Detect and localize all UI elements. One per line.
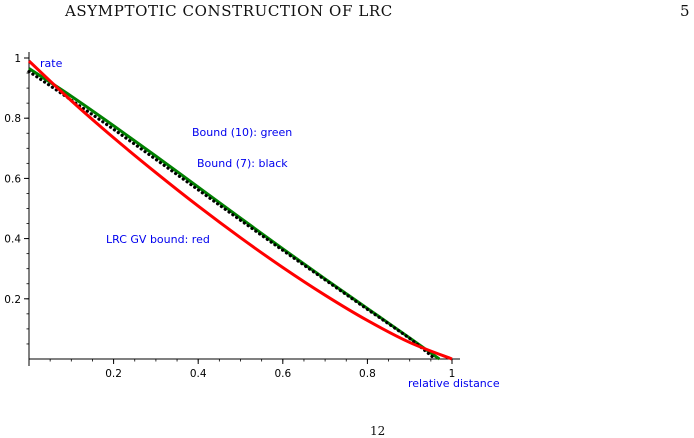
x-tick-label: 0.4	[190, 368, 207, 380]
y-tick-label: 0.4	[4, 234, 21, 246]
ticks: 0.2 0.4 0.6 0.8 1 0.2 0.4 0.6 0.8 1	[4, 53, 455, 380]
series-line-bound-10-	[28, 67, 441, 361]
y-tick-label: 0.6	[4, 173, 21, 185]
annotation-green-bound: Bound (10): green	[192, 126, 292, 139]
x-tick-label: 0.6	[274, 368, 291, 380]
annotation-black-bound: Bound (7): black	[197, 157, 288, 170]
series-line-bound-7-	[27, 69, 437, 361]
running-head: ASYMPTOTIC CONSTRUCTION OF LRC	[65, 2, 393, 20]
annotation-red-bound: LRC GV bound: red	[106, 233, 210, 246]
x-tick-label: 0.8	[359, 368, 376, 380]
y-axis-label: rate	[40, 57, 63, 70]
series-group	[27, 59, 453, 361]
x-axis-label: relative distance	[408, 377, 500, 390]
page-number: 5	[680, 2, 690, 20]
series-line-lrc-gv-bound	[27, 59, 453, 361]
y-tick-label: 0.8	[4, 113, 21, 125]
footer-fragment: 12	[370, 424, 386, 438]
x-tick-label: 0.2	[105, 368, 122, 380]
y-tick-label: 0.2	[4, 294, 21, 306]
x-tick-label: 1	[449, 368, 456, 380]
y-tick-label: 1	[14, 53, 21, 65]
axes	[28, 52, 460, 366]
